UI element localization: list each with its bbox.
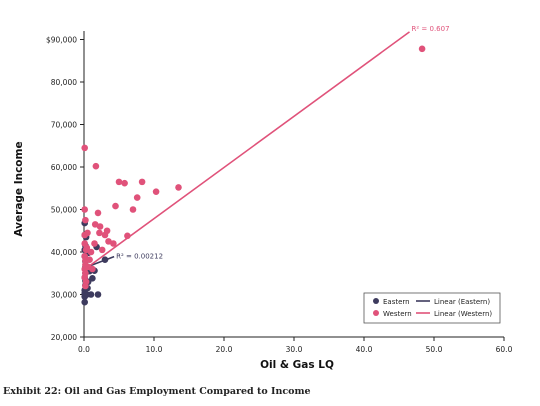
- x-axis-ticks: 0.0 10.0 20.0 30.0 40.0 50.0 60.0: [78, 337, 513, 354]
- data-point-western: [82, 216, 89, 224]
- data-point-western: [89, 265, 96, 273]
- data-point-western: [103, 227, 111, 235]
- data-point-eastern: [81, 298, 88, 306]
- data-point-western: [418, 45, 426, 53]
- trendlines: [83, 31, 410, 271]
- data-point-western: [86, 256, 93, 263]
- data-point-western: [82, 282, 89, 290]
- data-point-western: [81, 206, 88, 213]
- data-point-western: [84, 229, 91, 237]
- data-point-western: [96, 223, 104, 230]
- data-point-western: [112, 202, 119, 210]
- r-squared-label-eastern: R² = 0.00212: [116, 253, 163, 261]
- data-points: [81, 45, 426, 306]
- data-point-western: [138, 178, 146, 186]
- legend-label: Linear (Western): [434, 310, 492, 318]
- x-tick-label: 60.0: [496, 345, 513, 354]
- legend-label: Western: [383, 310, 412, 318]
- data-point-western: [129, 206, 137, 213]
- x-tick-label: 10.0: [146, 345, 163, 354]
- r-squared-label-western: R² = 0.607: [412, 25, 450, 33]
- data-point-western: [175, 184, 182, 191]
- figure-caption: Exhibit 22: Oil and Gas Employment Compa…: [3, 386, 311, 397]
- y-tick-label: 60,000: [51, 163, 77, 172]
- data-point-western: [83, 244, 91, 252]
- axes: [83, 31, 504, 338]
- trendline-western: [83, 31, 410, 271]
- data-point-eastern: [87, 291, 95, 298]
- data-point-western: [92, 162, 100, 170]
- data-point-western: [152, 188, 160, 195]
- data-point-western: [87, 248, 95, 256]
- x-tick-label: 40.0: [356, 345, 373, 354]
- y-tick-label: 80,000: [51, 78, 77, 87]
- x-tick-label: 20.0: [216, 345, 233, 354]
- legend-label: Eastern: [383, 298, 410, 306]
- y-tick-label: 70,000: [51, 121, 77, 130]
- data-point-western: [81, 144, 88, 152]
- x-tick-label: 30.0: [286, 345, 303, 354]
- data-point-eastern: [89, 275, 96, 282]
- y-tick-label: $90,000: [46, 36, 77, 45]
- legend-marker-western: [373, 310, 379, 316]
- trendline-labels: R² = 0.00212 R² = 0.607: [116, 25, 449, 261]
- data-point-western: [121, 179, 128, 187]
- y-tick-label: 50,000: [51, 206, 77, 215]
- data-point-western: [91, 240, 98, 247]
- y-tick-label: 30,000: [51, 291, 77, 300]
- y-axis-label: Average Income: [13, 141, 25, 236]
- data-point-eastern: [94, 291, 102, 298]
- y-tick-label: 40,000: [51, 248, 77, 257]
- legend-marker-eastern: [373, 298, 379, 304]
- scatter-chart: 20,000 30,000 40,000 50,000 60,000 70,000 80,0…: [13, 25, 513, 371]
- data-point-western: [94, 209, 102, 217]
- legend-label: Linear (Eastern): [434, 298, 490, 306]
- y-axis-ticks: 20,000 30,000 40,000 50,000 60,000 70,000 80,0…: [46, 36, 84, 342]
- data-point-western: [115, 178, 123, 186]
- data-point-western: [98, 246, 106, 254]
- data-point-western: [110, 240, 117, 247]
- data-point-western: [133, 194, 141, 201]
- x-axis-label: Oil & Gas LQ: [260, 359, 334, 371]
- data-point-western: [96, 229, 103, 237]
- data-point-eastern: [101, 256, 109, 263]
- x-tick-label: 50.0: [426, 345, 443, 354]
- legend: Eastern Linear (Eastern) Western Linear (We…: [363, 292, 501, 324]
- x-tick-label: 0.0: [78, 345, 90, 354]
- data-point-western: [124, 232, 131, 240]
- legend-box: [363, 292, 501, 324]
- y-tick-label: 20,000: [51, 333, 77, 342]
